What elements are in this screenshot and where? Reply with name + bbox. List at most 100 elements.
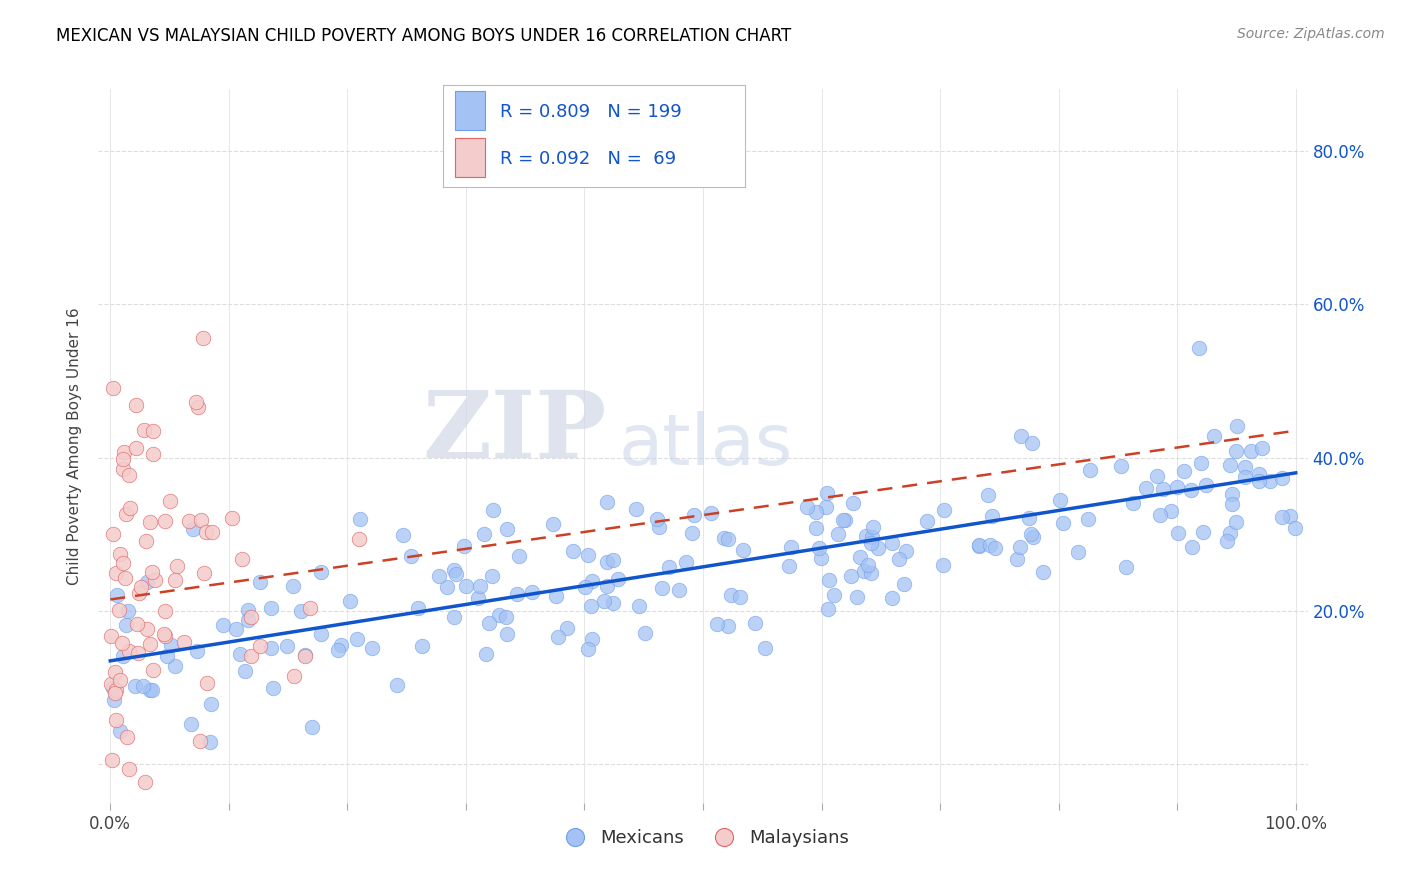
Point <box>132 679 155 693</box>
Point <box>1122 496 1144 510</box>
Point <box>731 543 754 558</box>
Point <box>717 619 740 633</box>
Point <box>249 639 271 653</box>
Point <box>668 582 690 597</box>
Point <box>1022 530 1045 544</box>
Point <box>979 538 1001 552</box>
Point <box>683 508 706 523</box>
Point <box>478 616 501 631</box>
Point <box>249 575 271 590</box>
Point <box>1202 428 1225 442</box>
Point <box>283 669 305 683</box>
Point <box>681 525 703 540</box>
Point <box>391 528 413 542</box>
Point <box>488 607 510 622</box>
Point <box>1049 493 1071 508</box>
FancyBboxPatch shape <box>456 138 485 177</box>
Point <box>804 505 827 519</box>
Point <box>1249 474 1271 488</box>
Point <box>720 588 742 602</box>
Point <box>984 541 1007 555</box>
Point <box>124 398 146 412</box>
Point <box>915 514 938 528</box>
Point <box>555 621 578 635</box>
Point <box>744 615 766 630</box>
Point <box>111 452 134 467</box>
Point <box>880 591 903 605</box>
Point <box>349 533 371 547</box>
Point <box>1258 474 1281 488</box>
Point <box>100 677 122 691</box>
Point <box>467 591 489 605</box>
Point <box>225 622 247 636</box>
Point <box>1220 497 1243 511</box>
Point <box>339 593 361 607</box>
Point <box>579 599 602 613</box>
Point <box>834 512 856 526</box>
Point <box>1219 458 1241 473</box>
Point <box>592 594 614 608</box>
Point <box>706 617 728 632</box>
Point <box>411 639 433 653</box>
Y-axis label: Child Poverty Among Boys Under 16: Child Poverty Among Boys Under 16 <box>67 307 83 585</box>
Point <box>153 627 176 641</box>
Point <box>626 502 648 516</box>
Point <box>177 514 200 528</box>
Point <box>1233 460 1256 475</box>
Point <box>236 613 259 627</box>
Point <box>190 513 212 527</box>
Point <box>135 622 157 636</box>
Point <box>1077 512 1099 526</box>
Point <box>290 604 312 618</box>
Point <box>1278 509 1301 524</box>
Point <box>1052 516 1074 530</box>
Point <box>576 642 599 657</box>
Point <box>967 538 990 552</box>
Point <box>111 556 134 570</box>
Point <box>1173 465 1195 479</box>
Point <box>481 568 503 582</box>
Point <box>153 514 176 528</box>
Point <box>1167 525 1189 540</box>
Point <box>475 647 498 661</box>
Point <box>581 632 603 646</box>
Text: R = 0.809   N = 199: R = 0.809 N = 199 <box>501 103 682 121</box>
Point <box>385 678 408 692</box>
Point <box>1240 444 1263 458</box>
Point <box>574 580 596 594</box>
Point <box>105 588 128 602</box>
Point <box>823 588 845 602</box>
Point <box>127 616 149 631</box>
Point <box>259 600 281 615</box>
Point <box>111 636 134 650</box>
Point <box>814 500 837 514</box>
Point <box>453 539 475 553</box>
Point <box>108 673 131 687</box>
Point <box>780 540 803 554</box>
Point <box>817 486 839 500</box>
Point <box>104 686 127 700</box>
Point <box>754 640 776 655</box>
Point <box>576 548 599 562</box>
Text: Source: ZipAtlas.com: Source: ZipAtlas.com <box>1237 27 1385 41</box>
Point <box>114 507 136 521</box>
Point <box>195 525 218 540</box>
Point <box>101 681 124 695</box>
Point <box>496 522 519 536</box>
Point <box>862 519 884 533</box>
Point <box>406 600 429 615</box>
Point <box>153 629 176 643</box>
Point <box>932 503 955 517</box>
Point <box>547 630 569 644</box>
Legend: Mexicans, Malaysians: Mexicans, Malaysians <box>550 822 856 855</box>
Point <box>260 641 283 656</box>
Point <box>193 330 215 344</box>
Point <box>1010 429 1032 443</box>
Point <box>229 647 252 661</box>
Point <box>862 530 884 544</box>
Point <box>1135 481 1157 495</box>
Point <box>127 646 149 660</box>
Point <box>443 563 465 577</box>
Point <box>139 637 162 651</box>
Point <box>1219 525 1241 540</box>
